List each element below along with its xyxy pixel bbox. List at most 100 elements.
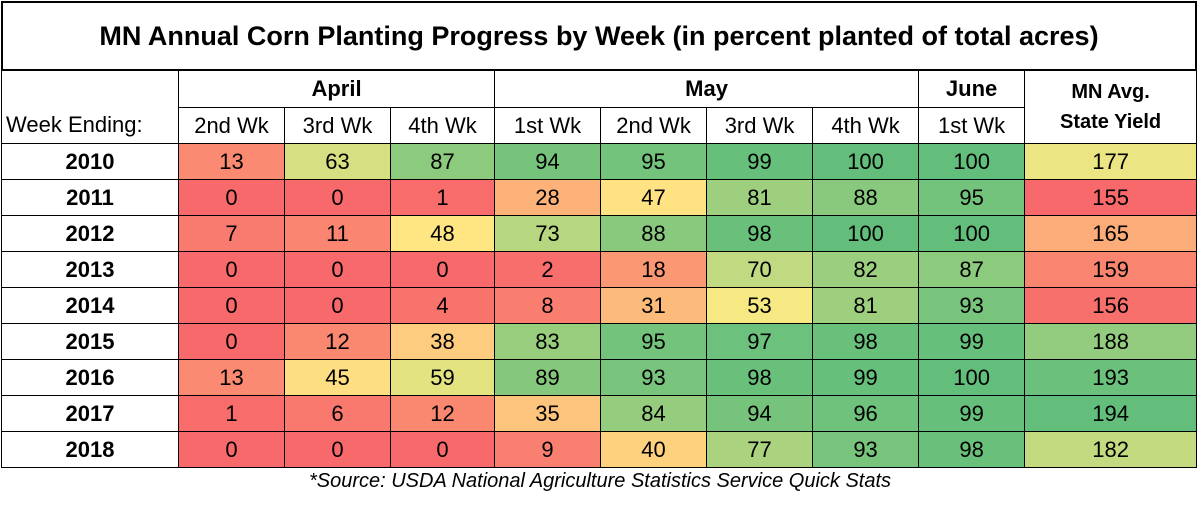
- progress-cell: 93: [812, 431, 920, 468]
- progress-cell: 83: [494, 323, 602, 360]
- yield-cell: 156: [1024, 287, 1198, 324]
- progress-cell: 35: [494, 395, 602, 432]
- yield-cell: 194: [1024, 395, 1198, 432]
- progress-cell: 88: [812, 179, 920, 216]
- progress-cell: 93: [918, 287, 1026, 324]
- progress-cell: 100: [812, 143, 920, 180]
- yield-cell: 193: [1024, 359, 1198, 396]
- year-label: 2017: [1, 395, 179, 432]
- progress-cell: 0: [284, 179, 391, 216]
- yield-cell: 159: [1024, 251, 1198, 288]
- progress-cell: 98: [812, 323, 920, 360]
- progress-cell: 0: [178, 287, 285, 324]
- progress-cell: 100: [918, 359, 1026, 396]
- progress-cell: 89: [494, 359, 602, 396]
- progress-cell: 2: [494, 251, 602, 288]
- progress-cell: 87: [918, 251, 1026, 288]
- yield-cell: 188: [1024, 323, 1198, 360]
- progress-cell: 13: [178, 359, 285, 396]
- table-row-2014: 2014 0 0 4 8 31 53 81 93 156: [1, 287, 1198, 324]
- month-header-june: June: [918, 70, 1026, 108]
- progress-cell: 0: [389, 431, 496, 468]
- yield-cell: 155: [1024, 179, 1198, 216]
- month-header-may: May: [494, 70, 920, 108]
- month-header-april: April: [177, 70, 496, 108]
- progress-cell: 95: [600, 143, 708, 180]
- progress-cell: 53: [706, 287, 814, 324]
- progress-cell: 11: [284, 215, 391, 252]
- progress-cell: 98: [706, 359, 814, 396]
- progress-cell: 12: [284, 323, 391, 360]
- progress-cell: 63: [284, 143, 391, 180]
- progress-cell: 99: [918, 323, 1026, 360]
- progress-cell: 40: [600, 431, 708, 468]
- progress-cell: 77: [706, 431, 814, 468]
- progress-cell: 6: [284, 395, 391, 432]
- progress-cell: 81: [706, 179, 814, 216]
- progress-cell: 93: [600, 359, 708, 396]
- progress-cell: 0: [178, 323, 285, 360]
- week-header-1: 3rd Wk: [284, 107, 391, 144]
- progress-cell: 87: [389, 143, 496, 180]
- progress-cell: 94: [494, 143, 602, 180]
- yield-cell: 177: [1024, 143, 1198, 180]
- progress-cell: 98: [918, 431, 1026, 468]
- progress-cell: 13: [178, 143, 285, 180]
- progress-cell: 81: [812, 287, 920, 324]
- progress-cell: 99: [812, 359, 920, 396]
- progress-cell: 0: [178, 251, 285, 288]
- chart-title: MN Annual Corn Planting Progress by Week…: [1, 1, 1197, 71]
- progress-cell: 0: [178, 179, 285, 216]
- planting-progress-table: April May June MN Avg. State Yield Week Endi…: [1, 70, 1198, 468]
- progress-cell: 100: [918, 143, 1026, 180]
- table-row-2018: 2018 0 0 0 9 40 77 93 98 182: [1, 431, 1198, 468]
- progress-cell: 82: [812, 251, 920, 288]
- week-header-4: 2nd Wk: [600, 107, 708, 144]
- week-header-5: 3rd Wk: [706, 107, 814, 144]
- progress-cell: 12: [389, 395, 496, 432]
- progress-cell: 48: [389, 215, 496, 252]
- week-header-2: 4th Wk: [389, 107, 496, 144]
- progress-cell: 96: [812, 395, 920, 432]
- progress-cell: 0: [389, 251, 496, 288]
- progress-cell: 100: [812, 215, 920, 252]
- progress-cell: 38: [389, 323, 496, 360]
- progress-cell: 99: [918, 395, 1026, 432]
- year-label: 2011: [1, 179, 179, 216]
- progress-cell: 8: [494, 287, 602, 324]
- year-label: 2012: [1, 215, 179, 252]
- progress-cell: 0: [178, 431, 285, 468]
- week-header-0: 2nd Wk: [178, 107, 285, 144]
- year-label: 2010: [1, 143, 179, 180]
- yield-cell: 165: [1024, 215, 1198, 252]
- progress-cell: 97: [706, 323, 814, 360]
- progress-cell: 28: [494, 179, 602, 216]
- yield-column-header: MN Avg. State Yield: [1024, 70, 1198, 144]
- yield-cell: 182: [1024, 431, 1198, 468]
- row-label-header: Week Ending:: [1, 107, 179, 144]
- progress-cell: 88: [600, 215, 708, 252]
- progress-cell: 18: [600, 251, 708, 288]
- progress-cell: 95: [600, 323, 708, 360]
- header-corner-cell: [1, 70, 179, 108]
- table-row-2017: 2017 1 6 12 35 84 94 96 99 194: [1, 395, 1198, 432]
- week-header-6: 4th Wk: [812, 107, 920, 144]
- week-header-3: 1st Wk: [494, 107, 602, 144]
- table-row-2011: 2011 0 0 1 28 47 81 88 95 155: [1, 179, 1198, 216]
- progress-cell: 4: [389, 287, 496, 324]
- progress-cell: 7: [178, 215, 285, 252]
- source-note: *Source: USDA National Agriculture Stati…: [308, 470, 892, 492]
- progress-cell: 84: [600, 395, 708, 432]
- year-label: 2016: [1, 359, 179, 396]
- year-label: 2014: [1, 287, 179, 324]
- progress-cell: 94: [706, 395, 814, 432]
- progress-cell: 70: [706, 251, 814, 288]
- week-header-row: Week Ending: 2nd Wk 3rd Wk 4th Wk 1st Wk 2nd…: [1, 107, 1197, 144]
- table-row-2012: 2012 7 11 48 73 88 98 100 100 165: [1, 215, 1198, 252]
- yield-header-line1: MN Avg.: [1071, 81, 1150, 103]
- progress-cell: 95: [918, 179, 1026, 216]
- progress-cell: 1: [389, 179, 496, 216]
- progress-cell: 98: [706, 215, 814, 252]
- table-row-2013: 2013 0 0 0 2 18 70 82 87 159: [1, 251, 1198, 288]
